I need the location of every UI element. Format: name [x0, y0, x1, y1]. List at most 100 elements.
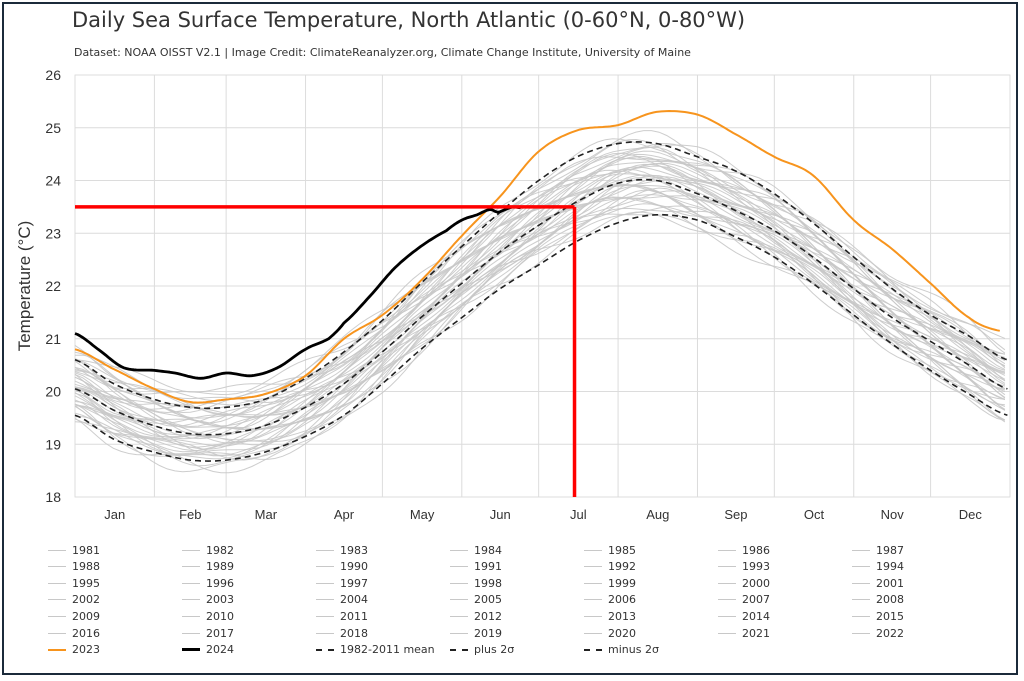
legend-item[interactable]: 2024	[182, 642, 234, 658]
legend-item[interactable]: 1997	[316, 575, 368, 591]
legend-item[interactable]: 2016	[48, 625, 100, 641]
legend-item[interactable]: 2000	[718, 575, 770, 591]
legend-label: 2005	[474, 593, 502, 607]
legend-swatch	[182, 599, 200, 601]
legend-item[interactable]: 2013	[584, 608, 636, 624]
legend-swatch	[316, 648, 334, 651]
legend-label: 1990	[340, 560, 368, 574]
annotation-lines	[75, 205, 577, 497]
legend-item[interactable]: 1984	[450, 542, 502, 558]
legend-swatch	[718, 549, 736, 551]
legend-swatch	[718, 599, 736, 601]
legend-label: 2024	[206, 643, 234, 657]
legend-item[interactable]: 1982	[182, 542, 234, 558]
legend-label: 1984	[474, 543, 502, 557]
legend-item[interactable]: 1982-2011 mean	[316, 642, 435, 658]
legend-item[interactable]: minus 2σ	[584, 642, 659, 658]
legend-item[interactable]: 1995	[48, 575, 100, 591]
legend-item[interactable]: 1987	[852, 542, 904, 558]
legend-swatch	[182, 615, 200, 617]
legend-label: 2007	[742, 593, 770, 607]
year-line-2012	[74, 146, 1006, 410]
legend-item[interactable]: 2001	[852, 575, 904, 591]
legend-swatch	[718, 632, 736, 634]
legend-label: 1998	[474, 576, 502, 590]
legend-item[interactable]: 1991	[450, 559, 502, 575]
x-tick-label-mar: Mar	[255, 507, 278, 522]
legend-item[interactable]: 2018	[316, 625, 368, 641]
legend-label: 1982-2011 mean	[340, 643, 435, 657]
legend-label: 2014	[742, 609, 770, 623]
legend-label: 1988	[72, 560, 100, 574]
legend-item[interactable]: 2011	[316, 608, 368, 624]
legend-item[interactable]: 1992	[584, 559, 636, 575]
legend-item[interactable]: 1986	[718, 542, 770, 558]
x-tick-label-oct: Oct	[804, 507, 825, 522]
legend-label: 2009	[72, 609, 100, 623]
legend-swatch	[584, 632, 602, 634]
legend-swatch	[182, 632, 200, 634]
series-line-2023	[74, 110, 1000, 404]
legend-item[interactable]: 1985	[584, 542, 636, 558]
legend-swatch	[450, 632, 468, 634]
legend-item[interactable]: 1981	[48, 542, 100, 558]
legend-swatch	[48, 549, 66, 551]
x-tick-label-jun: Jun	[490, 507, 511, 522]
y-tick-label: 19	[45, 436, 61, 452]
legend-item[interactable]: plus 2σ	[450, 642, 514, 658]
legend-label: minus 2σ	[608, 643, 659, 657]
legend-label: 2001	[876, 576, 904, 590]
legend-swatch	[450, 549, 468, 551]
legend-item[interactable]: 2004	[316, 592, 368, 608]
legend-swatch	[852, 566, 870, 568]
legend-item[interactable]: 2017	[182, 625, 234, 641]
legend-item[interactable]: 2023	[48, 642, 100, 658]
legend-item[interactable]: 2005	[450, 592, 502, 608]
legend-label: 1987	[876, 543, 904, 557]
legend-label: 2004	[340, 593, 368, 607]
legend-item[interactable]: 2019	[450, 625, 502, 641]
legend-label: 1985	[608, 543, 636, 557]
legend-item[interactable]: 2014	[718, 608, 770, 624]
series-line-minus-2-	[74, 213, 1008, 462]
legend-swatch	[584, 566, 602, 568]
x-tick-label-jul: Jul	[570, 507, 587, 522]
y-tick-label: 18	[45, 489, 61, 505]
legend-swatch	[316, 632, 334, 634]
series-line-2024	[74, 205, 521, 380]
x-tick-label-feb: Feb	[179, 507, 201, 522]
y-axis-label: Temperature (°C)	[15, 221, 34, 352]
legend-label: 2000	[742, 576, 770, 590]
legend-item[interactable]: 1990	[316, 559, 368, 575]
legend-swatch	[450, 582, 468, 584]
year-line-1992	[74, 190, 1005, 455]
legend-item[interactable]: 1989	[182, 559, 234, 575]
legend-item[interactable]: 1998	[450, 575, 502, 591]
legend-item[interactable]: 1993	[718, 559, 770, 575]
legend-item[interactable]: 2010	[182, 608, 234, 624]
legend-item[interactable]: 2021	[718, 625, 770, 641]
legend-item[interactable]: 2003	[182, 592, 234, 608]
legend-item[interactable]: 2020	[584, 625, 636, 641]
legend-item[interactable]: 1988	[48, 559, 100, 575]
legend-item[interactable]: 1999	[584, 575, 636, 591]
legend-item[interactable]: 2008	[852, 592, 904, 608]
legend-label: 2022	[876, 626, 904, 640]
legend-label: 1983	[340, 543, 368, 557]
legend-item[interactable]: 2002	[48, 592, 100, 608]
legend-item[interactable]: 1994	[852, 559, 904, 575]
legend-item[interactable]: 2006	[584, 592, 636, 608]
x-tick-label-nov: Nov	[881, 507, 905, 522]
legend-item[interactable]: 2007	[718, 592, 770, 608]
x-tick-label-aug: Aug	[646, 507, 669, 522]
legend-label: 1995	[72, 576, 100, 590]
year-line-1988	[74, 187, 1005, 457]
legend-item[interactable]: 1983	[316, 542, 368, 558]
legend-item[interactable]: 2022	[852, 625, 904, 641]
legend-item[interactable]: 2012	[450, 608, 502, 624]
legend-item[interactable]: 1996	[182, 575, 234, 591]
legend-label: 2012	[474, 609, 502, 623]
legend-item[interactable]: 2009	[48, 608, 100, 624]
legend-swatch	[316, 582, 334, 584]
legend-item[interactable]: 2015	[852, 608, 904, 624]
